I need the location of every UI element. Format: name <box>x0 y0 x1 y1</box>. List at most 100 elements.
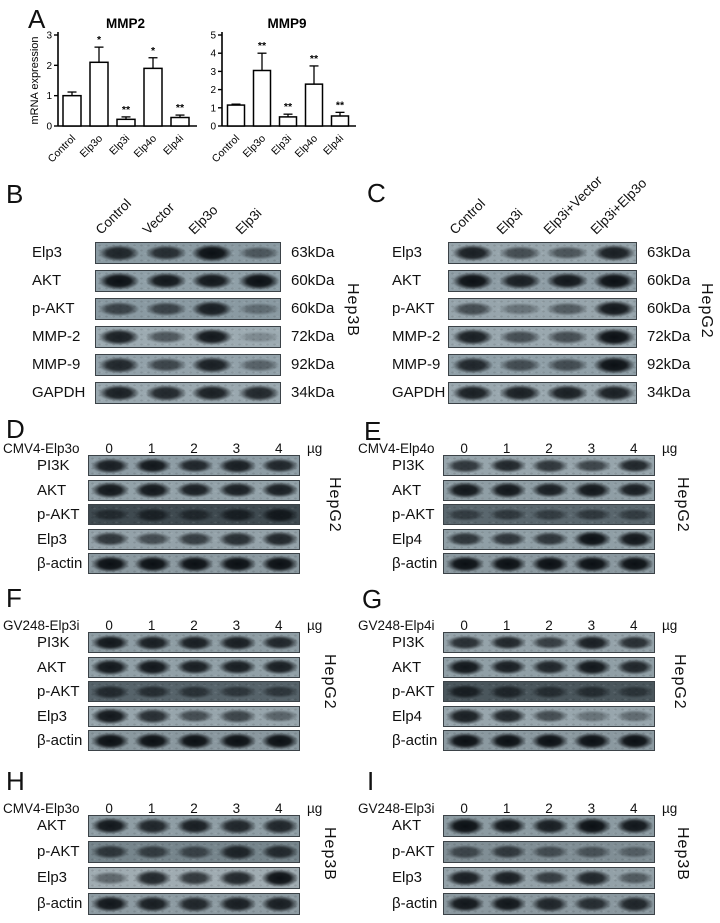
dose-label: 2 <box>545 618 553 633</box>
band <box>452 357 493 373</box>
band <box>616 635 654 650</box>
band <box>594 272 635 290</box>
category-label: Control <box>210 133 242 165</box>
band <box>546 330 588 344</box>
band <box>176 482 214 498</box>
mmp2-chart: MMP2 0 1 2 3 mRNA expression Control * Elp3o ** El… <box>28 16 228 170</box>
band <box>176 732 214 749</box>
category-label: Elp3o <box>78 133 106 161</box>
band <box>91 895 129 913</box>
panel-letter-c: C <box>367 178 386 208</box>
band <box>219 482 256 498</box>
panel-i: I GV248-Elp3i 0 1 2 3 4 µg AKT p-AKT Elp3 β-actin He… <box>355 763 720 923</box>
panel-letter-d: D <box>6 414 25 444</box>
dose-label: 3 <box>587 801 596 816</box>
bar <box>278 116 298 127</box>
category-label: Elp4i <box>321 133 346 158</box>
band <box>446 708 484 724</box>
band <box>616 508 654 521</box>
kda-label: 63kDa <box>647 244 691 261</box>
protein-label: p-AKT <box>392 300 435 317</box>
band <box>99 357 140 373</box>
band <box>616 685 654 698</box>
protein-label: p-AKT <box>32 300 75 317</box>
band <box>261 635 299 650</box>
protein-label: MMP-9 <box>392 356 441 373</box>
band <box>176 458 214 473</box>
band <box>134 844 171 860</box>
lane-label: Control <box>92 195 135 238</box>
protein-label: β-actin <box>37 555 83 573</box>
dose-label: 0 <box>105 618 113 633</box>
blot-strip <box>88 553 300 575</box>
band <box>134 555 171 572</box>
band <box>616 817 654 835</box>
band <box>176 555 214 572</box>
band <box>594 328 635 346</box>
dose-label: 3 <box>587 618 596 633</box>
dose-label: 3 <box>232 618 241 633</box>
blot-strip <box>443 553 655 575</box>
unit-label: µg <box>662 801 678 816</box>
blot-strip <box>95 298 281 320</box>
band <box>446 817 484 835</box>
blot-strip <box>95 270 281 292</box>
band <box>219 532 256 547</box>
band <box>531 635 569 650</box>
protein-label: AKT <box>37 817 67 834</box>
band <box>176 818 214 834</box>
dose-label: 2 <box>545 801 553 816</box>
dose-label: 1 <box>502 441 511 456</box>
blot-strip <box>443 893 655 915</box>
mmp9-chart-svg: MMP9 0 1 2 3 4 5 Control ** Elp3o ** Elp3i ** Elp4o **… <box>210 16 356 165</box>
significance-marker: ** <box>258 40 267 52</box>
band <box>616 871 654 885</box>
protein-label: PI3K <box>392 634 425 651</box>
band <box>594 245 635 261</box>
protein-label: AKT <box>37 658 67 676</box>
band <box>446 532 484 547</box>
band <box>219 634 256 651</box>
construct-label: GV248-Elp4i <box>358 618 435 633</box>
band <box>574 482 611 498</box>
band <box>176 532 214 547</box>
band <box>261 555 299 572</box>
band <box>261 896 299 912</box>
band <box>489 708 526 724</box>
band <box>452 245 493 261</box>
band <box>91 844 129 860</box>
band <box>219 844 256 860</box>
band <box>145 357 186 373</box>
band <box>574 555 611 572</box>
mmp9-chart: MMP9 0 1 2 3 4 5 Control ** Elp3o ** Elp3i ** Elp4o **… <box>208 16 398 170</box>
blot-strip <box>95 354 281 376</box>
band <box>192 328 233 346</box>
band <box>546 358 588 372</box>
blot-strip <box>448 242 637 264</box>
protein-label: Elp3 <box>392 869 423 886</box>
bar <box>252 69 272 127</box>
blot-strip <box>88 656 300 678</box>
dose-label: 4 <box>630 441 638 456</box>
band <box>134 684 171 699</box>
blot-strip <box>448 298 637 320</box>
band <box>531 685 569 699</box>
band <box>489 817 526 835</box>
blot-strip <box>443 841 655 863</box>
blot-strip <box>88 455 300 476</box>
lane-label: Control <box>446 195 488 238</box>
kda-label: 34kDa <box>647 384 691 401</box>
band <box>145 330 186 344</box>
panel-a: A MMP2 0 1 2 3 mRNA expression Control * Elp3o **… <box>28 4 418 172</box>
protein-label: AKT <box>392 817 422 834</box>
band <box>91 482 129 498</box>
y-tick-label: 5 <box>210 31 216 42</box>
cell-line-label: HepG2 <box>674 476 691 533</box>
kda-label: 60kDa <box>291 300 335 317</box>
band <box>238 385 279 401</box>
unit-label: µg <box>662 618 678 633</box>
band <box>616 710 654 723</box>
band <box>91 732 129 749</box>
unit-label: µg <box>307 618 323 633</box>
